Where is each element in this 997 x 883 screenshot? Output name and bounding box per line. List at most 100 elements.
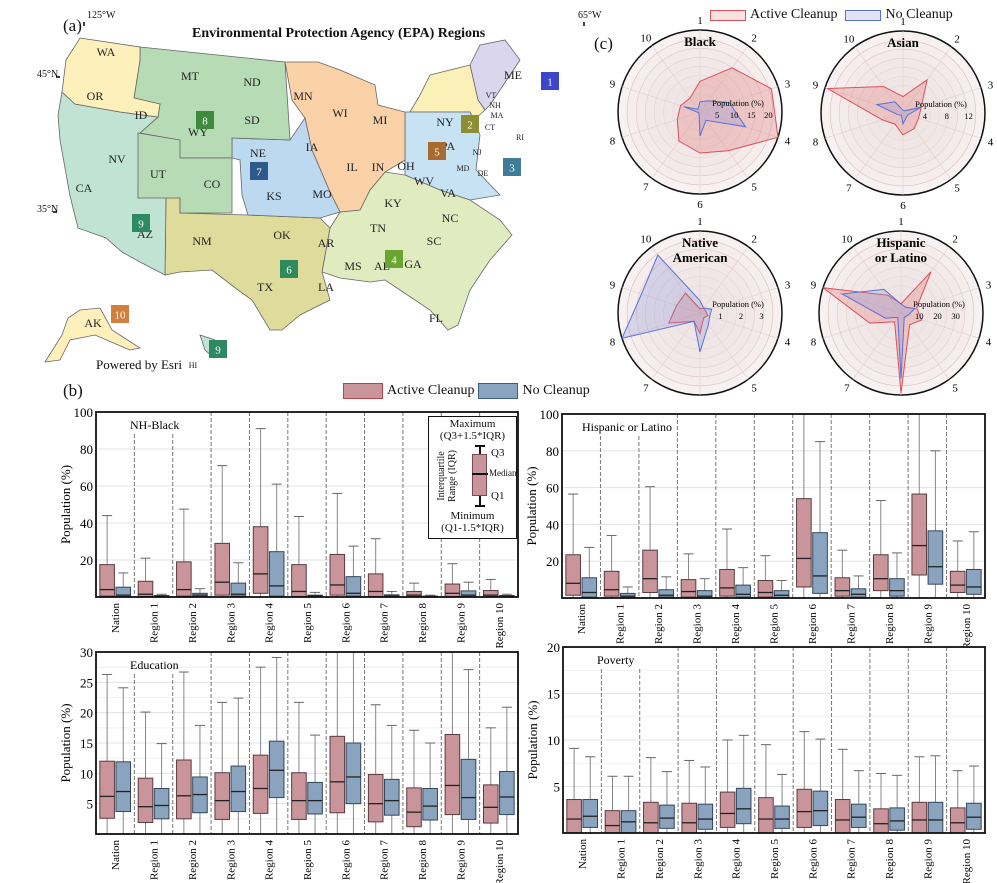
panel-c-label: (c) xyxy=(594,34,613,53)
radar-spoke xyxy=(699,246,749,314)
radar-axis-label: 5 xyxy=(954,182,960,194)
box-none xyxy=(230,582,247,597)
box-active xyxy=(565,554,581,596)
radar-spoke xyxy=(651,45,701,113)
box-none xyxy=(659,804,675,829)
key-max-formula: (Q3+1.5*IQR) xyxy=(439,430,506,442)
box-none xyxy=(268,740,285,799)
radar-axis-label: 8 xyxy=(813,136,819,148)
radar-axis-label: 8 xyxy=(610,135,616,147)
box-none xyxy=(812,790,829,827)
radar-title: Asian xyxy=(887,35,920,50)
region-3-area xyxy=(404,111,501,201)
chart-title: Education xyxy=(130,658,179,672)
radar-title: Native xyxy=(682,235,718,250)
radar-spoke xyxy=(621,312,701,339)
region-7-area xyxy=(231,117,341,219)
box-active xyxy=(680,579,697,598)
box-active xyxy=(643,801,659,834)
box-active xyxy=(566,799,582,834)
radar-axis-label: 10 xyxy=(640,33,652,45)
box-none xyxy=(345,742,362,805)
box-active xyxy=(252,754,269,814)
radar-axis-label: 9 xyxy=(811,280,817,292)
box-none xyxy=(850,588,867,598)
radar-spoke xyxy=(699,287,779,314)
radar-tick-label: 20 xyxy=(933,311,942,321)
region-badge-6 xyxy=(280,260,298,278)
region-badge-label-6: 6 xyxy=(286,265,292,277)
plot-frame xyxy=(95,651,519,835)
key-q1-label: Q1 xyxy=(491,490,505,502)
radar-spoke xyxy=(699,86,779,113)
radar-axis-label: 2 xyxy=(954,34,960,46)
box-active xyxy=(406,590,422,598)
state-label-wv: WV xyxy=(414,174,434,188)
box-none xyxy=(889,807,905,831)
box-active xyxy=(367,573,384,597)
radar-axis-label: 4 xyxy=(785,135,791,147)
radar-series-none xyxy=(683,100,747,137)
box-active xyxy=(603,570,620,597)
radar-axis-label: 1 xyxy=(898,216,904,228)
y-tick-label: 25 xyxy=(80,675,93,690)
box-none xyxy=(581,577,598,598)
state-label-mn: MN xyxy=(293,89,313,103)
y-tick-label: 100 xyxy=(540,407,560,422)
y-axis-label: Population (%) xyxy=(525,700,540,779)
state-label-oh: OH xyxy=(397,159,415,173)
radar-series-active xyxy=(676,67,779,154)
key-median-label: Median xyxy=(489,468,517,478)
radar-axis-label: 9 xyxy=(610,280,616,292)
region-badge-8 xyxy=(196,111,214,129)
x-tick-label: Region 4 xyxy=(730,604,742,645)
state-label-id: ID xyxy=(135,108,148,122)
x-tick-label: Nation xyxy=(577,839,589,869)
x-tick-label: Region 4 xyxy=(731,839,743,880)
radar-axis-label: 2 xyxy=(751,234,757,246)
key-min-formula: (Q1-1.5*IQR) xyxy=(441,522,504,534)
x-tick-label: Region 5 xyxy=(302,603,314,644)
x-tick-label: Region 10 xyxy=(961,604,973,650)
state-label-ma: MA xyxy=(491,111,504,120)
y-tick-label: 60 xyxy=(80,479,93,494)
region-badge-label-5: 5 xyxy=(434,147,440,159)
state-label-vt: VT xyxy=(486,91,497,100)
radar-series-active xyxy=(668,292,709,335)
x-tick-label: Region 2 xyxy=(187,603,199,643)
box-active xyxy=(642,549,658,593)
radar-spoke xyxy=(852,246,902,314)
x-tick-label: Region 8 xyxy=(417,840,429,881)
radar-axis-label: 10 xyxy=(841,234,853,246)
map-title: Environmental Protection Agency (EPA) Re… xyxy=(192,26,486,41)
radar-axis-label: 5 xyxy=(952,382,958,394)
radar-title: or Latino xyxy=(875,250,927,265)
x-tick-label: Region 1 xyxy=(149,603,161,643)
radar-series-active xyxy=(821,271,932,394)
radar-axis-label: 10 xyxy=(640,234,652,246)
state-label-nd: ND xyxy=(243,75,261,89)
y-tick-label: 80 xyxy=(546,444,559,459)
region-badge-1 xyxy=(541,72,559,90)
radar-axis-label: 7 xyxy=(846,182,852,194)
y-tick-label: 15 xyxy=(547,687,560,702)
radar-spoke xyxy=(651,111,701,179)
box-active xyxy=(796,498,812,588)
state-label-il: IL xyxy=(346,160,357,174)
boxplot-legend: Active Cleanup No Cleanup xyxy=(343,383,590,399)
box-active xyxy=(719,568,735,597)
region-badge-label-10: 10 xyxy=(115,310,127,322)
box-active xyxy=(329,553,346,596)
box-none xyxy=(735,584,751,598)
x-tick-label: Region 1 xyxy=(149,840,161,880)
x-tick-label: Region 5 xyxy=(769,604,781,645)
boxplot-education: 5 10 15 20 25 30 Nation Region 1 Region 2 Region … xyxy=(58,645,519,883)
y-axis-label: Population (%) xyxy=(58,703,73,782)
state-label-wa: WA xyxy=(97,45,116,59)
y-tick-label: 5 xyxy=(87,797,94,812)
radar-axis-label: 8 xyxy=(610,336,616,348)
region-badge-3 xyxy=(503,158,521,176)
radar-axis-label: 5 xyxy=(751,181,757,193)
